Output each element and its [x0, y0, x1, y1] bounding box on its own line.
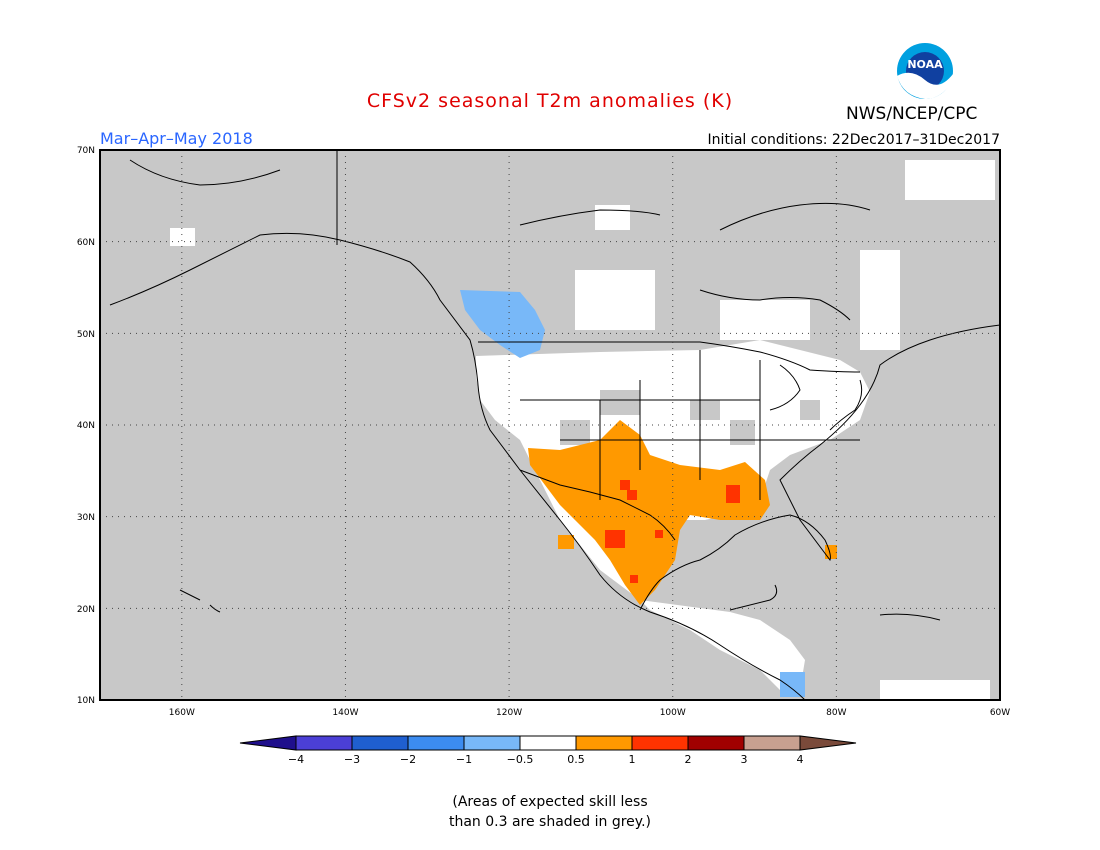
lat-label: 40N: [77, 421, 95, 431]
color-scale-legend: −4 −3 −2 −1 −0.5 0.5 1 2 3 4: [239, 735, 857, 766]
lat-label: 30N: [77, 513, 95, 523]
colorbar-tick-label: −0.5: [507, 753, 534, 766]
noaa-logo: NOAA: [897, 43, 953, 100]
colorbar-segment: [519, 735, 577, 751]
colorbar-segment: [575, 735, 633, 751]
colorbar-tick-label: −2: [400, 753, 416, 766]
season-label: Mar–Apr–May 2018: [100, 129, 253, 148]
lon-label: 80W: [826, 708, 846, 718]
agency-label: NWS/NCEP/CPC: [846, 104, 978, 124]
colorbar-segment: [295, 735, 353, 751]
colorbar-tick-label: 3: [741, 753, 748, 766]
lon-label: 100W: [660, 708, 686, 718]
skill-note: (Areas of expected skill less than 0.3 a…: [0, 792, 1100, 832]
lat-lon-grid: [100, 150, 1000, 700]
colorbar-tick-label: 4: [797, 753, 804, 766]
warm-anomaly-baja: [558, 535, 574, 549]
colorbar-high-arrow: [799, 735, 857, 751]
logo-text: NOAA: [907, 58, 943, 71]
map-title: CFSv2 seasonal T2m anomalies (K): [366, 90, 734, 112]
lon-label: 120W: [496, 708, 522, 718]
lon-label: 160W: [169, 708, 195, 718]
lon-label: 60W: [990, 708, 1010, 718]
longitude-labels: 160W 140W 120W 100W 80W 60W: [169, 708, 1010, 718]
colorbar-tick-label: 0.5: [567, 753, 585, 766]
low-skill-patches: [560, 390, 820, 445]
colorbar-low-arrow: [239, 735, 297, 751]
colorbar-segment: [631, 735, 689, 751]
lat-label: 20N: [77, 605, 95, 615]
skill-note-line: than 0.3 are shaded in grey.): [448, 814, 651, 830]
cool-anomaly-central-america: [780, 672, 805, 697]
colorbar-segment: [351, 735, 409, 751]
lat-label: 10N: [77, 696, 95, 706]
colorbar-tick-label: 1: [629, 753, 636, 766]
cool-anomaly-region: [460, 290, 545, 358]
colorbar-segment: [687, 735, 745, 751]
lat-label: 60N: [77, 238, 95, 248]
skill-note-line: (Areas of expected skill less: [452, 794, 648, 810]
coastlines: [109, 159, 1000, 700]
initial-conditions-label: Initial conditions: 22Dec2017–31Dec2017: [707, 132, 1000, 148]
warm-anomaly-region: [528, 420, 770, 605]
latitude-labels: 70N 60N 50N 40N 30N 20N 10N: [77, 146, 95, 706]
colorbar-tick-label: 2: [685, 753, 692, 766]
colorbar-segment: [407, 735, 465, 751]
colorbar-segment: [743, 735, 801, 751]
lat-label: 50N: [77, 330, 95, 340]
warm-anomaly-florida: [825, 545, 837, 559]
colorbar-tick-label: −3: [344, 753, 360, 766]
strong-warm-patches: [605, 480, 740, 583]
map-frame: [99, 149, 1001, 701]
colorbar-tick-label: −1: [456, 753, 472, 766]
colorbar-tick-label: −4: [288, 753, 304, 766]
lat-label: 70N: [77, 146, 95, 156]
lon-label: 140W: [332, 708, 358, 718]
colorbar-segment: [463, 735, 521, 751]
